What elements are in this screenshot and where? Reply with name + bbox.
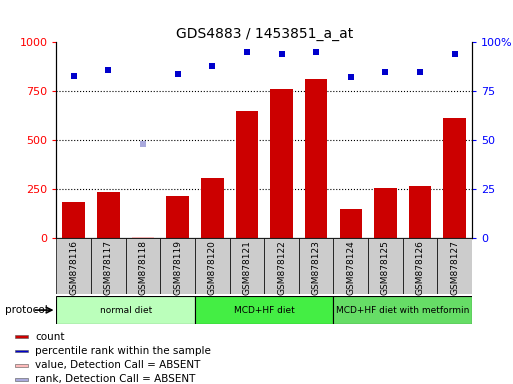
Text: GSM878117: GSM878117	[104, 240, 113, 295]
Text: GSM878122: GSM878122	[277, 240, 286, 295]
Bar	[333, 296, 472, 324]
Text: protocol: protocol	[5, 305, 48, 315]
Bar	[63, 202, 85, 238]
Text: GSM878126: GSM878126	[416, 240, 425, 295]
Bar	[132, 237, 154, 238]
Bar	[229, 238, 264, 294]
Bar	[368, 238, 403, 294]
Text: value, Detection Call = ABSENT: value, Detection Call = ABSENT	[35, 360, 201, 370]
Text: MCD+HF diet with metformin: MCD+HF diet with metformin	[336, 306, 469, 314]
Text: GSM878119: GSM878119	[173, 240, 182, 295]
Text: count: count	[35, 332, 65, 342]
Text: GSM878125: GSM878125	[381, 240, 390, 295]
Text: GSM878118: GSM878118	[139, 240, 148, 295]
Bar	[15, 335, 28, 338]
Bar	[126, 238, 160, 294]
Text: GSM878120: GSM878120	[208, 240, 217, 295]
Bar	[299, 238, 333, 294]
Text: GSM878124: GSM878124	[346, 240, 356, 295]
Text: MCD+HF diet: MCD+HF diet	[234, 306, 294, 314]
Bar	[235, 111, 258, 238]
Bar	[340, 209, 362, 238]
Bar	[333, 238, 368, 294]
Bar	[443, 118, 466, 238]
Bar	[374, 188, 397, 238]
Bar	[15, 364, 28, 367]
Bar	[56, 296, 195, 324]
Bar	[195, 296, 333, 324]
Bar	[15, 378, 28, 381]
Bar	[409, 186, 431, 238]
Bar	[160, 238, 195, 294]
Text: GSM878127: GSM878127	[450, 240, 459, 295]
Bar	[270, 89, 293, 238]
Bar	[195, 238, 229, 294]
Bar	[132, 237, 154, 238]
Text: normal diet: normal diet	[100, 306, 152, 314]
Text: rank, Detection Call = ABSENT: rank, Detection Call = ABSENT	[35, 374, 195, 384]
Text: percentile rank within the sample: percentile rank within the sample	[35, 346, 211, 356]
Bar	[97, 192, 120, 238]
Bar	[403, 238, 437, 294]
Bar	[166, 196, 189, 238]
Bar	[91, 238, 126, 294]
Bar	[264, 238, 299, 294]
Text: GSM878123: GSM878123	[311, 240, 321, 295]
Bar	[15, 349, 28, 353]
Text: GSM878121: GSM878121	[242, 240, 251, 295]
Bar	[305, 79, 327, 238]
Title: GDS4883 / 1453851_a_at: GDS4883 / 1453851_a_at	[175, 27, 353, 41]
Bar	[201, 178, 224, 238]
Text: GSM878116: GSM878116	[69, 240, 78, 295]
Bar	[56, 238, 91, 294]
Bar	[437, 238, 472, 294]
